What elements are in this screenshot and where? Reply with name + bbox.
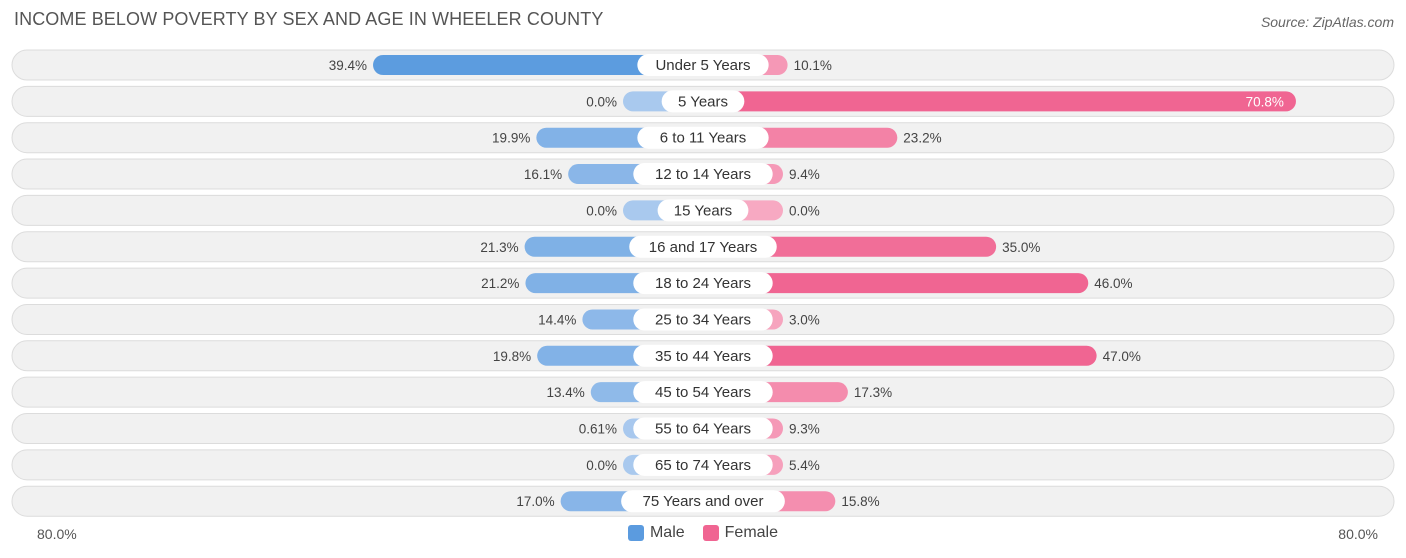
category-label: 15 Years — [674, 202, 732, 219]
value-label-female: 46.0% — [1094, 276, 1132, 291]
category-label: 45 to 54 Years — [655, 384, 751, 401]
legend-label-male: Male — [650, 524, 685, 542]
legend-label-female: Female — [725, 524, 778, 542]
category-label: 5 Years — [678, 93, 728, 110]
value-label-female: 10.1% — [794, 58, 832, 73]
bar-female — [703, 91, 1296, 111]
value-label-male: 17.0% — [516, 494, 554, 509]
value-label-female: 5.4% — [789, 458, 820, 473]
value-label-male: 0.61% — [579, 422, 617, 437]
legend-swatch-male — [628, 525, 644, 541]
category-label: Under 5 Years — [655, 57, 750, 74]
value-label-male: 16.1% — [524, 167, 562, 182]
category-label: 6 to 11 Years — [660, 130, 746, 147]
value-label-female: 17.3% — [854, 385, 892, 400]
category-label: 75 Years and over — [643, 493, 764, 510]
value-label-male: 21.2% — [481, 276, 519, 291]
value-label-female: 9.4% — [789, 167, 820, 182]
value-label-female: 70.8% — [1246, 94, 1284, 109]
category-label: 12 to 14 Years — [655, 166, 751, 183]
category-label: 65 to 74 Years — [655, 457, 751, 474]
value-label-female: 47.0% — [1103, 349, 1141, 364]
legend: Male Female — [0, 524, 1406, 542]
value-label-male: 19.9% — [492, 131, 530, 146]
value-label-male: 0.0% — [586, 458, 617, 473]
category-label: 16 and 17 Years — [649, 239, 757, 256]
value-label-male: 21.3% — [480, 240, 518, 255]
legend-item-male[interactable]: Male — [628, 524, 685, 542]
value-label-male: 19.8% — [493, 349, 531, 364]
value-label-male: 0.0% — [586, 94, 617, 109]
legend-swatch-female — [703, 525, 719, 541]
legend-item-female[interactable]: Female — [703, 524, 778, 542]
value-label-female: 0.0% — [789, 203, 820, 218]
value-label-female: 35.0% — [1002, 240, 1040, 255]
category-label: 25 to 34 Years — [655, 311, 751, 328]
value-label-male: 39.4% — [329, 58, 367, 73]
value-label-male: 13.4% — [546, 385, 584, 400]
value-label-female: 23.2% — [903, 131, 941, 146]
value-label-female: 3.0% — [789, 312, 820, 327]
value-label-male: 14.4% — [538, 312, 576, 327]
category-label: 18 to 24 Years — [655, 275, 751, 292]
value-label-female: 9.3% — [789, 422, 820, 437]
category-label: 35 to 44 Years — [655, 348, 751, 365]
value-label-female: 15.8% — [841, 494, 879, 509]
chart-area: Under 5 Years 39.4% 10.1% 5 Years 0.0% 70.8% 6… — [0, 0, 1406, 520]
category-label: 55 to 64 Years — [655, 421, 751, 438]
value-label-male: 0.0% — [586, 203, 617, 218]
